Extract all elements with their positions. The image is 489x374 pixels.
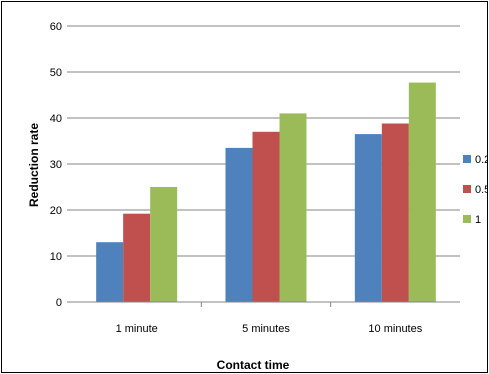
y-axis-title: Reduction rate [27, 123, 41, 207]
y-tick-label: 30 [50, 159, 62, 171]
y-tick-label: 20 [50, 205, 62, 217]
y-tick-label: 10 [50, 251, 62, 263]
y-tick-label: 40 [50, 113, 62, 125]
bar-1-1-minute [150, 187, 178, 302]
bar-0.25-10-minutes [354, 134, 382, 302]
bar-1-10-minutes [408, 82, 436, 302]
legend-swatch-0.5 [463, 185, 471, 193]
bar-0.25-1-minute [96, 242, 124, 302]
legend-label: 0.25 [475, 154, 488, 166]
y-axis-ticks: 0 10 20 30 40 50 60 [50, 21, 72, 309]
legend: 0.25 0.5 1 [463, 154, 488, 226]
legend-label: 0.5 [475, 184, 488, 196]
x-tick-label: 1 minute [116, 323, 158, 335]
bars [96, 82, 436, 303]
x-tick-label: 10 minutes [368, 323, 422, 335]
bar-0.5-5-minutes [252, 131, 280, 302]
x-axis-title: Contact time [217, 358, 290, 372]
y-tick-label: 0 [56, 297, 62, 309]
bar-1-5-minutes [279, 113, 307, 303]
bar-0.5-1-minute [123, 213, 151, 302]
y-tick-label: 60 [50, 21, 62, 33]
x-tick-label: 5 minutes [242, 323, 290, 335]
bar-0.5-10-minutes [381, 123, 409, 303]
legend-label: 1 [475, 214, 481, 226]
bar-0.25-5-minutes [225, 147, 253, 302]
legend-swatch-0.25 [463, 155, 471, 163]
x-axis-ticks: 1 minute 5 minutes 10 minutes [116, 302, 423, 335]
y-tick-label: 50 [50, 67, 62, 79]
legend-swatch-1 [463, 215, 471, 223]
